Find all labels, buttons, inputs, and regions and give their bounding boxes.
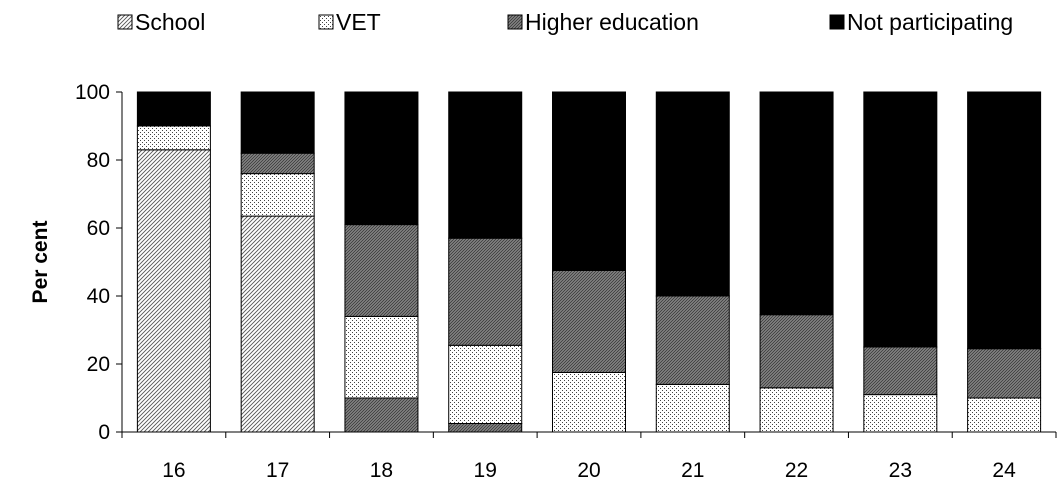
bar-segment-not-participating-23: [863, 91, 938, 348]
x-tick-label: 18: [370, 459, 393, 479]
bar-segment-not-participating-17: [240, 91, 315, 154]
plot-area: 0 20 40 60 80 100 16 17 18 19 20 21 22 23 24: [75, 81, 1057, 479]
legend-label-higher-education: Higher education: [525, 9, 699, 35]
bar-segment-vet-22: [759, 387, 834, 433]
x-tick-label: 20: [577, 459, 600, 479]
bar-segment-vet-24: [967, 397, 1042, 433]
bar-segment-higher-education-18: [344, 224, 419, 317]
bar-segment-higher-education-18: [344, 397, 419, 433]
legend-swatch-school: [117, 14, 133, 30]
bar-segment-vet-16: [136, 125, 211, 151]
y-tick-label: 20: [87, 353, 110, 376]
x-tick-label: 17: [266, 459, 289, 479]
bar-segment-higher-education-22: [759, 314, 834, 389]
x-tick-label: 22: [785, 459, 808, 479]
bar-segment-not-participating-21: [655, 91, 730, 297]
y-axis-title: Per cent: [29, 221, 52, 304]
bar-segment-not-participating-16: [136, 91, 211, 127]
bar-segment-not-participating-20: [552, 91, 626, 271]
bar-segment-higher-education-24: [967, 348, 1042, 399]
legend-swatch-vet: [318, 14, 334, 30]
bar-segment-vet-17: [240, 173, 315, 217]
bar-segment-vet-23: [863, 394, 938, 433]
legend-swatch-not-participating: [829, 14, 845, 30]
bar-segment-higher-education-21: [655, 295, 730, 385]
bar-segment-not-participating-19: [448, 91, 523, 239]
legend-label-not-participating: Not participating: [847, 9, 1013, 35]
bar-segment-vet-20: [552, 372, 626, 433]
y-tick-label: 100: [75, 81, 110, 104]
bar-segment-higher-education-19: [448, 423, 523, 433]
bar-segment-vet-19: [448, 344, 523, 424]
bar-segment-vet-18: [344, 315, 419, 399]
bar-segment-vet-21: [655, 383, 730, 433]
bar-segment-higher-education-19: [448, 237, 523, 346]
bar-segment-higher-education-17: [240, 152, 315, 175]
bar-segment-higher-education-23: [863, 346, 938, 396]
legend-swatch-higher-education: [507, 14, 523, 30]
bar-segment-not-participating-18: [344, 91, 419, 226]
x-tick-label: 23: [889, 459, 912, 479]
bar-segment-higher-education-20: [552, 270, 626, 373]
legend: School VET Higher education Not participati…: [117, 9, 1013, 35]
x-tick-label: 19: [474, 459, 497, 479]
legend-label-school: School: [135, 9, 205, 35]
x-tick-label: 16: [162, 459, 185, 479]
bar-segment-school-17: [240, 215, 315, 433]
legend-label-vet: VET: [336, 9, 381, 35]
x-tick-label: 24: [992, 459, 1016, 479]
y-tick-label: 60: [87, 217, 110, 240]
y-tick-label: 80: [87, 149, 110, 172]
y-tick-label: 0: [98, 421, 110, 444]
bar-segment-not-participating-24: [967, 91, 1042, 350]
bar-segment-not-participating-22: [759, 91, 834, 316]
x-tick-label: 21: [681, 459, 704, 479]
bar-segment-school-16: [136, 149, 211, 433]
y-tick-label: 40: [87, 285, 110, 308]
